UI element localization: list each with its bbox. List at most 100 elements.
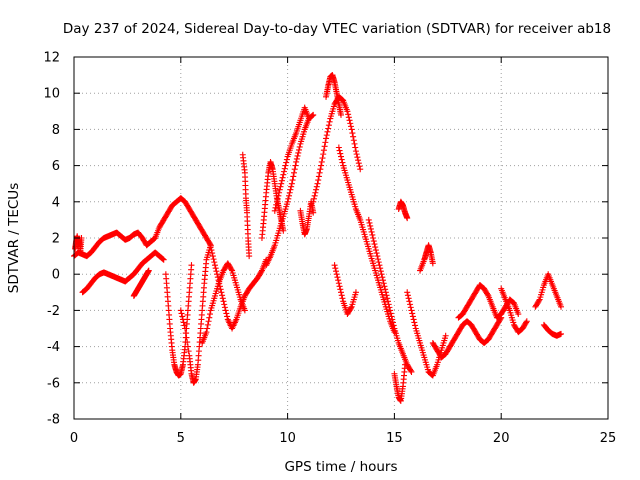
data-point [273,198,280,205]
data-point [407,304,414,311]
data-point [353,151,360,158]
data-point [310,195,317,202]
data-point [313,186,320,193]
data-point [285,195,292,202]
data-point [284,198,291,205]
data-point [315,173,322,180]
data-point [348,126,355,133]
data-point [383,292,390,299]
data-point [220,298,227,305]
series-late-cluster [498,285,530,336]
data-point [208,247,215,254]
data-point [185,348,192,355]
data-point [388,313,395,320]
data-point [411,319,418,326]
data-point [408,307,415,314]
series-rise-9to11 [263,111,317,269]
data-point [278,177,285,184]
data-point [182,325,189,332]
data-point [188,262,195,269]
x-axis-label: GPS time / hours [284,459,397,475]
data-point [178,310,185,317]
data-point [338,96,345,103]
series-wiggle-6to8 [199,260,248,346]
data-point [228,266,235,273]
data-point [318,158,325,165]
data-point [293,155,300,162]
data-point [184,343,191,350]
data-point [283,159,290,166]
data-point [345,111,352,118]
series-blip-15 [395,198,411,222]
data-point [336,147,343,154]
data-point [381,283,388,290]
data-point [180,319,187,326]
data-point [354,154,361,161]
data-point [357,166,364,173]
data-point [352,289,359,296]
data-point [182,330,189,337]
data-point [368,228,375,235]
data-point [160,256,167,263]
data-point [389,316,396,323]
series-dip-12 [331,262,359,318]
data-point [323,135,330,142]
data-point [317,166,324,173]
data-point [286,189,293,196]
data-point [287,186,294,193]
data-points [71,72,565,404]
series-end-tail [540,321,565,339]
data-point [335,144,342,151]
data-point [294,152,301,159]
data-point [373,250,380,257]
data-point [320,147,327,154]
data-point [378,271,385,278]
data-point [352,148,359,155]
data-point [380,280,387,287]
data-point [351,140,358,147]
data-point [405,295,412,302]
data-point [404,289,411,296]
data-point [336,283,343,290]
data-point [375,256,382,263]
data-point [316,169,323,176]
data-point [213,268,220,275]
data-point [204,321,211,328]
data-point [377,268,384,275]
data-point [204,325,211,332]
data-point [331,262,338,269]
data-point [211,262,218,269]
data-point [367,222,374,229]
data-point [333,268,340,275]
data-point [442,332,449,339]
data-point [410,316,417,323]
data-point [311,192,318,199]
series-end-cluster [532,271,565,310]
data-point [386,304,393,311]
data-point [338,111,344,118]
data-point [558,303,565,310]
data-point [535,297,542,304]
data-point [150,236,157,243]
data-point [219,292,226,299]
data-point [379,274,386,281]
series-mid-cluster [130,267,152,299]
data-point [210,256,217,263]
data-point [323,132,330,139]
data-point [406,298,413,305]
series-spike-8 [239,151,253,260]
data-point [367,225,374,232]
data-point [291,169,298,176]
data-point [370,235,377,241]
series-peak-12 [323,72,344,118]
data-point [209,253,216,260]
data-point [429,371,436,378]
data-point [277,183,284,190]
data-point [384,295,391,302]
data-point [145,267,152,274]
series-dip-2 [177,242,214,386]
data-point [289,177,296,184]
data-point [276,189,283,196]
data-point [312,189,319,196]
y-tick-label: 6 [52,159,60,174]
